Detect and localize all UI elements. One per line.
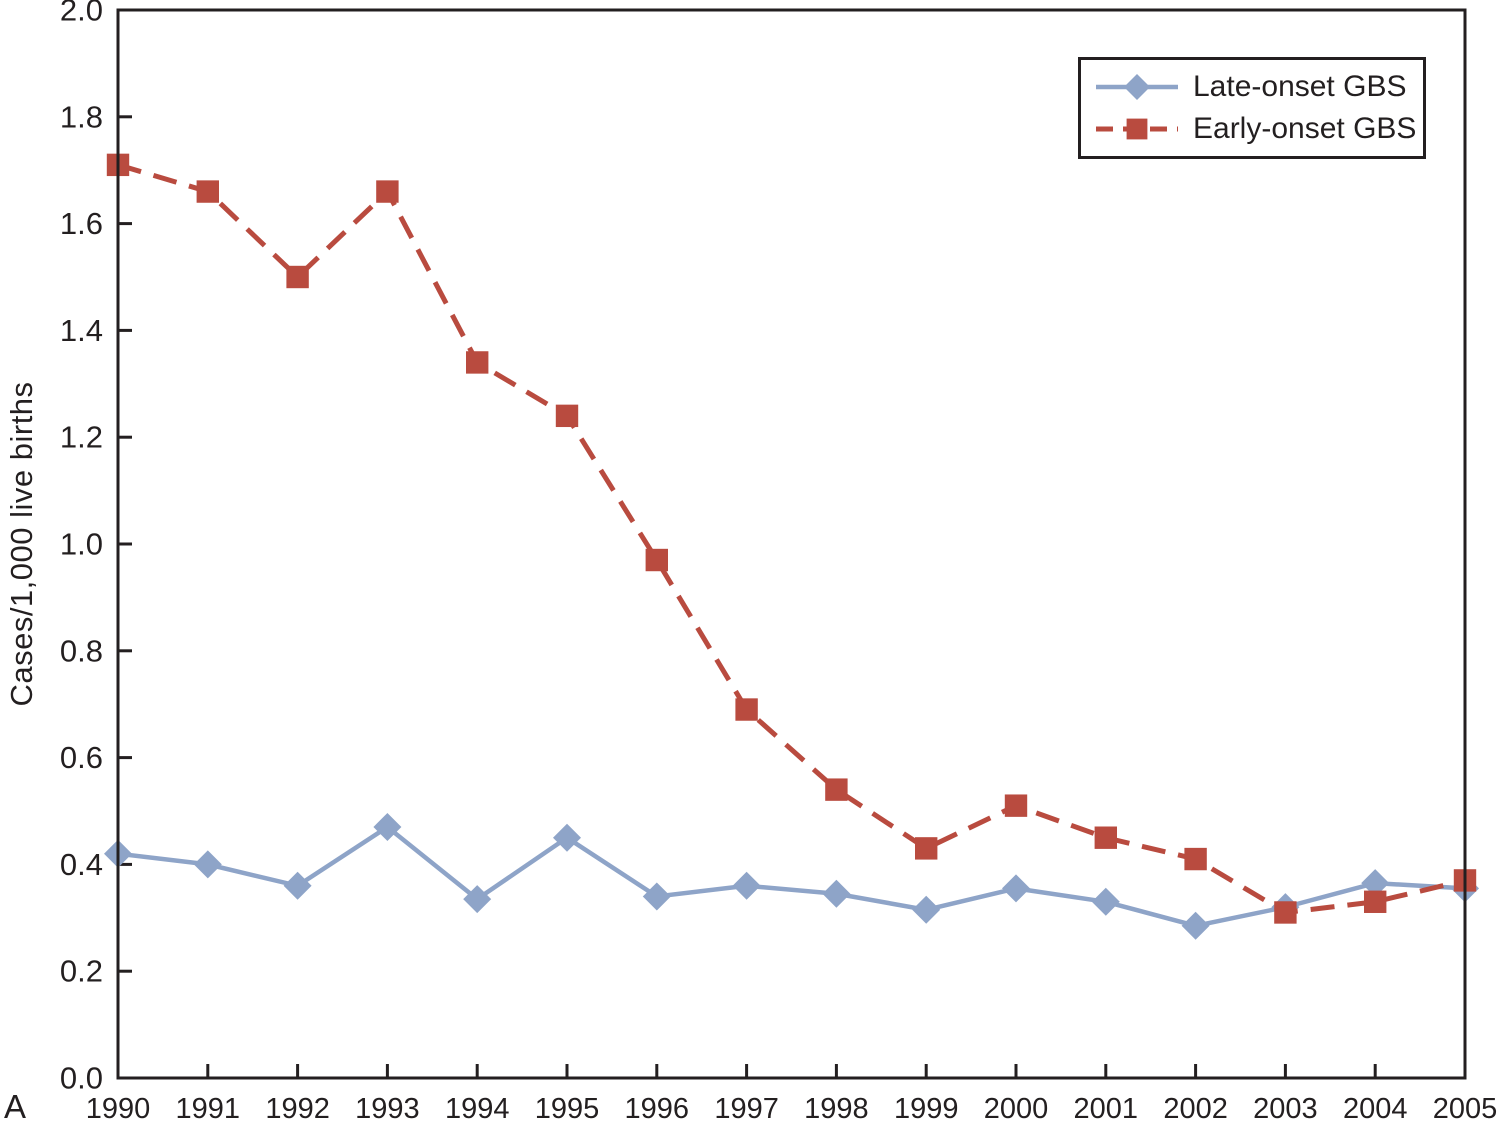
square-marker bbox=[555, 404, 579, 428]
y-tick-label: 1.0 bbox=[60, 527, 103, 562]
square-marker bbox=[1364, 890, 1387, 913]
series-early-onset bbox=[106, 153, 1477, 924]
y-tick-label: 0.0 bbox=[60, 1061, 103, 1096]
x-tick-label: 1997 bbox=[714, 1093, 779, 1125]
x-tick-label: 1998 bbox=[804, 1093, 869, 1125]
x-tick-label: 1995 bbox=[535, 1093, 600, 1125]
diamond-marker bbox=[373, 813, 402, 842]
x-tick-label: 1992 bbox=[265, 1093, 330, 1125]
y-tick-label: 1.2 bbox=[60, 420, 103, 455]
square-marker bbox=[825, 778, 848, 801]
square-marker bbox=[735, 698, 758, 721]
diamond-marker bbox=[553, 823, 581, 852]
y-tick-label: 1.6 bbox=[60, 206, 103, 241]
diamond-marker bbox=[822, 879, 851, 908]
legend-item-early-onset: Early-onset GBS bbox=[1093, 108, 1417, 150]
diamond-marker bbox=[283, 871, 312, 900]
legend: Late-onset GBS Early-onset GBS bbox=[1078, 57, 1426, 159]
square-marker bbox=[1274, 901, 1297, 924]
x-tick-label: 2001 bbox=[1074, 1093, 1139, 1125]
x-tick-label: 2002 bbox=[1163, 1093, 1228, 1125]
legend-diamond-marker bbox=[1124, 74, 1150, 100]
legend-square-marker bbox=[1126, 118, 1148, 140]
x-tick-label: 2005 bbox=[1433, 1093, 1498, 1125]
series-late-onset bbox=[104, 813, 1479, 940]
y-tick-label: 0.8 bbox=[60, 633, 103, 668]
legend-sample-late-onset bbox=[1096, 74, 1178, 100]
y-tick-label: 0.2 bbox=[60, 954, 103, 989]
x-tick-label: 1990 bbox=[86, 1093, 151, 1125]
panel-label: A bbox=[4, 1088, 27, 1125]
legend-label-late-onset: Late-onset GBS bbox=[1193, 70, 1407, 103]
legend-sample-early-onset bbox=[1096, 118, 1178, 140]
legend-label-early-onset: Early-onset GBS bbox=[1193, 112, 1417, 145]
diamond-marker bbox=[912, 895, 941, 924]
y-tick-label: 0.6 bbox=[60, 740, 103, 775]
x-axis: 1990 1991 1992 1993 1994 1995 1996 1997 1998 1999… bbox=[86, 1064, 1498, 1125]
diamond-marker bbox=[1091, 887, 1120, 916]
x-tick-label: 1999 bbox=[894, 1093, 959, 1125]
diamond-marker bbox=[1002, 874, 1030, 903]
diamond-marker bbox=[463, 885, 492, 914]
y-tick-label: 2.0 bbox=[60, 0, 103, 28]
diamond-marker bbox=[1361, 869, 1390, 898]
square-marker bbox=[376, 180, 399, 203]
diamond-marker bbox=[1181, 911, 1210, 940]
y-axis-title: Cases/1,000 live births bbox=[4, 381, 39, 707]
x-tick-label: 1994 bbox=[445, 1093, 510, 1125]
y-tick-label: 1.4 bbox=[60, 313, 103, 348]
diamond-marker bbox=[193, 850, 222, 879]
square-marker bbox=[1094, 826, 1117, 849]
square-marker bbox=[915, 837, 938, 860]
series-line bbox=[117, 162, 1466, 916]
legend-item-late-onset: Late-onset GBS bbox=[1093, 66, 1417, 108]
y-tick-label: 1.8 bbox=[60, 99, 103, 134]
x-tick-label: 1993 bbox=[355, 1093, 420, 1125]
diamond-marker bbox=[642, 882, 671, 911]
diamond-marker bbox=[732, 871, 761, 900]
x-tick-label: 2004 bbox=[1343, 1093, 1408, 1125]
square-marker bbox=[196, 180, 219, 203]
square-marker bbox=[1184, 847, 1207, 871]
x-tick-label: 2003 bbox=[1253, 1093, 1318, 1125]
square-marker bbox=[466, 351, 489, 374]
x-tick-label: 1996 bbox=[625, 1093, 690, 1125]
plot-border bbox=[116, 8, 1467, 1080]
square-marker bbox=[645, 548, 668, 572]
square-marker bbox=[286, 265, 309, 289]
y-tick-label: 0.4 bbox=[60, 847, 103, 882]
y-axis: 0.0 0.2 0.4 0.6 0.8 1.0 1.2 1.4 1.6 1.8 2.0 bbox=[60, 0, 132, 1096]
x-tick-label: 2000 bbox=[984, 1093, 1049, 1125]
series-line bbox=[117, 824, 1466, 929]
x-tick-label: 1991 bbox=[176, 1093, 241, 1125]
square-marker bbox=[1004, 794, 1028, 817]
